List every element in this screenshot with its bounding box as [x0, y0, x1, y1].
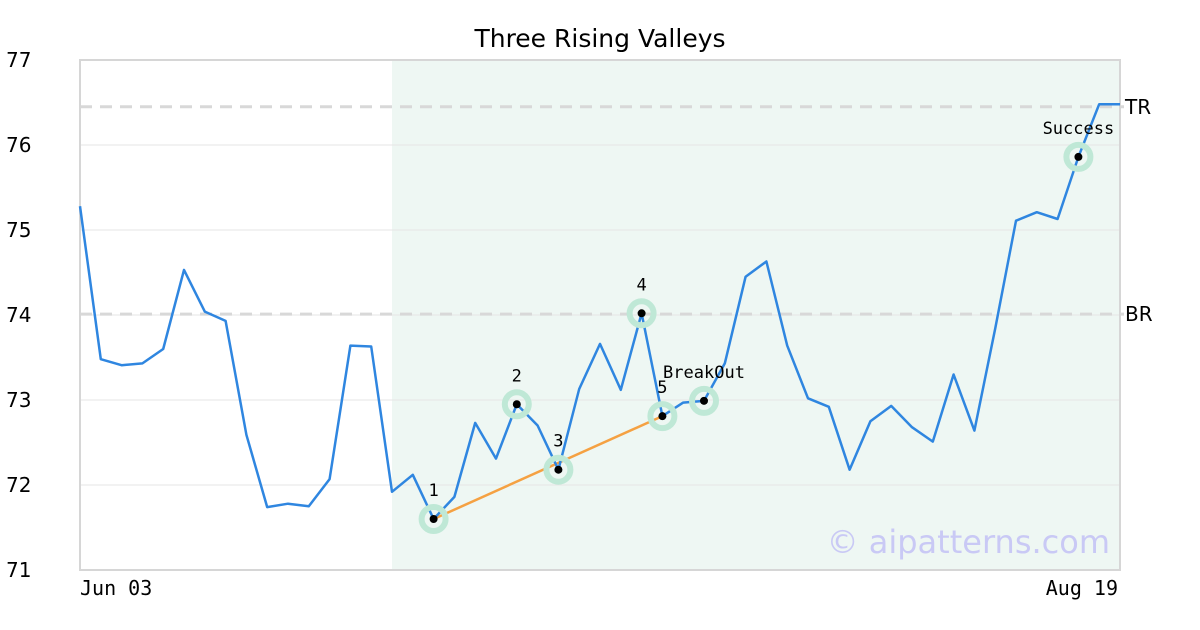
watermark: © aipatterns.com: [827, 523, 1110, 561]
y-tick-label: 75: [6, 218, 31, 242]
point-marker-2: [512, 400, 521, 409]
point-marker-3: [554, 465, 563, 474]
y-tick-label: 72: [6, 473, 31, 497]
y-tick-label: 73: [6, 388, 31, 412]
point-label-5: 5: [657, 378, 667, 398]
x-tick-label-end: Aug 19: [1046, 576, 1118, 600]
point-marker-ring-breakout: [689, 385, 719, 416]
point-label-breakout: BreakOut: [663, 363, 745, 383]
point-label-2: 2: [512, 366, 522, 386]
point-label-3: 3: [553, 432, 563, 452]
price-line: [78, 102, 1120, 521]
point-marker-ring-4: [626, 298, 657, 329]
level-label-tr: TR: [1124, 95, 1151, 119]
point-label-success: Success: [1043, 119, 1115, 139]
x-tick-label-start: Jun 03: [80, 576, 152, 600]
y-tick-label: 74: [6, 303, 31, 327]
level-label-br: BR: [1125, 302, 1153, 326]
point-marker-breakout: [700, 396, 708, 405]
point-label-4: 4: [636, 275, 646, 295]
chart-title: Three Rising Valleys: [474, 24, 726, 53]
point-marker-ring-5: [647, 401, 678, 432]
plot-frame: [79, 59, 1121, 571]
y-tick-label: 76: [6, 133, 31, 157]
y-tick-label: 71: [6, 558, 31, 582]
point-marker-ring-3: [543, 454, 574, 485]
point-label-1: 1: [428, 481, 438, 501]
point-marker-ring-success: [1063, 141, 1094, 172]
point-marker-5: [658, 412, 667, 421]
point-marker-ring-1: [418, 504, 449, 534]
point-marker-success: [1074, 152, 1083, 161]
point-marker-4: [637, 309, 646, 318]
point-marker-1: [429, 515, 438, 523]
y-tick-label: 77: [6, 48, 31, 72]
point-marker-ring-2: [501, 389, 532, 420]
